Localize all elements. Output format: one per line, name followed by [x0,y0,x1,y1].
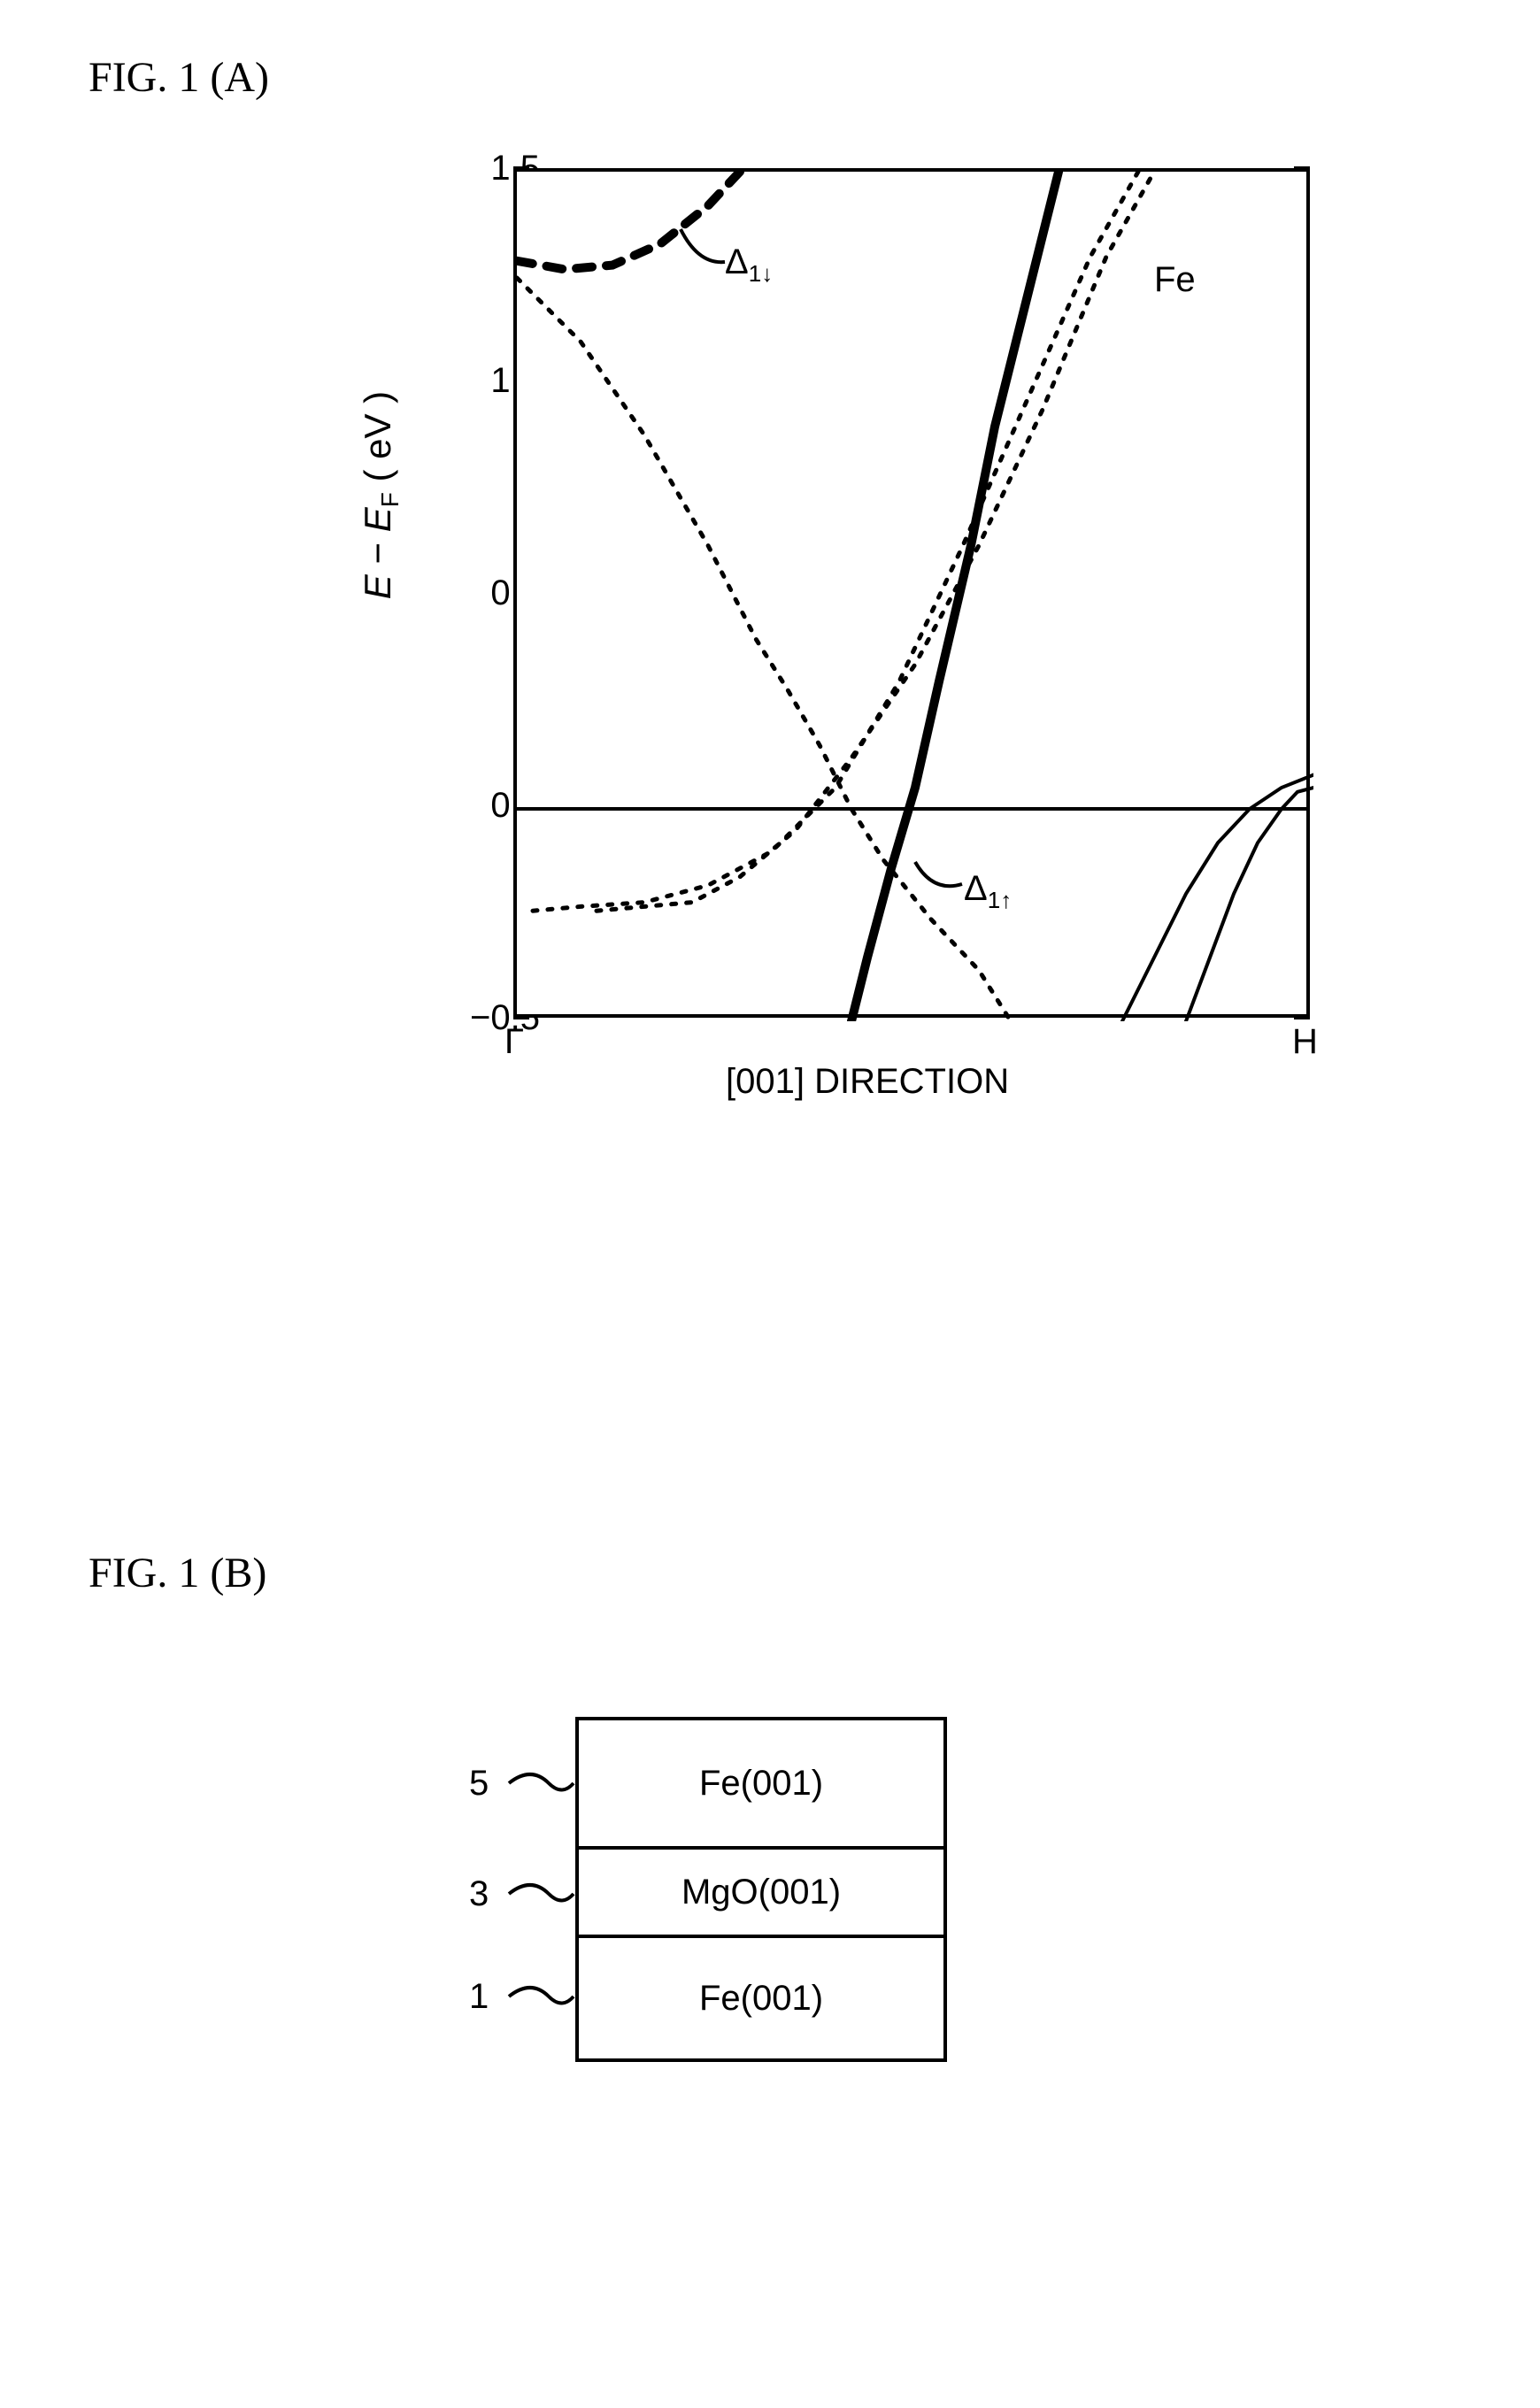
layer-stack: Fe(001)5MgO(001)3Fe(001)1 [575,1717,947,2062]
layer-box-5: Fe(001) [575,1717,947,1850]
layer-id-label: 5 [469,1764,489,1804]
fig-a-title: FIG. 1 (A) [89,53,269,102]
layer-box-3: MgO(001) [575,1850,947,1938]
y-axis-label: E − EF ( eV ) [357,391,404,599]
x-left-label: Γ [504,1022,524,1062]
layer-id-label: 1 [469,1977,489,2017]
curve-dot_curve_1 [517,278,1011,1021]
fe-annotation: Fe [1154,260,1196,300]
leader-line [504,1974,575,2019]
plot-area: Fe Δ1↓ Δ1↑ [513,168,1310,1018]
fig-b-title: FIG. 1 (B) [89,1549,266,1597]
fig-a-chart: E − EF ( eV ) −0.50.00.51.01.5 Fe Δ1↓ Δ1… [389,150,1345,1168]
leader-line [504,1872,575,1916]
curve-dot_curve_2 [533,172,1138,911]
curve-dot_curve_3 [597,172,1154,911]
curve-solid_curve_r2 [1186,788,1313,1021]
layer-id-label: 3 [469,1874,489,1914]
leader-d1down [676,225,738,278]
curve-solid_curve_r1 [1122,775,1313,1021]
x-right-label: H [1292,1022,1318,1062]
x-axis-label: [001] DIRECTION [726,1062,1009,1102]
layer-box-1: Fe(001) [575,1938,947,2062]
leader-line [504,1761,575,1805]
leader-d1up [911,858,973,906]
